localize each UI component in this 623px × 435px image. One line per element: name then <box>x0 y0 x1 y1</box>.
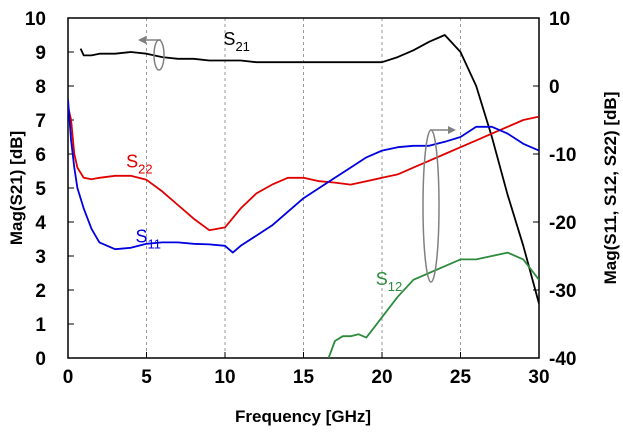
x-tick-label-1: 5 <box>141 367 152 388</box>
series-line-s11 <box>68 99 539 254</box>
y-right-tick-label-4: 0 <box>549 77 560 98</box>
series-group <box>68 34 539 358</box>
y-right-tick-label-3: -10 <box>549 145 576 166</box>
y-left-tick-label-0: 0 <box>35 349 46 370</box>
series-label-s21: S21 <box>223 29 249 54</box>
x-tick-label-3: 15 <box>293 367 315 388</box>
x-tick-label-0: 0 <box>63 367 74 388</box>
series-line-s22 <box>68 106 539 232</box>
series-label-s22: S22 <box>126 152 152 177</box>
sparam-axis-indicator-ellipse <box>422 129 440 283</box>
y-left-tick-label-5: 5 <box>35 179 46 200</box>
grid-lines <box>146 18 461 358</box>
series-labels: S21 S22 S11 S12 <box>126 29 402 294</box>
y-left-tick-label-2: 2 <box>35 281 46 302</box>
axis-ticks: 0 5 10 15 20 25 30 0 1 2 3 4 5 6 7 8 9 10 -40 -30 -20 -10 0 10 <box>25 9 577 388</box>
y-axis-left-title: Mag(S21) [dB] <box>7 131 26 245</box>
y-right-tick-label-2: -20 <box>549 213 576 234</box>
series-line-s12 <box>327 251 539 358</box>
annotations <box>138 36 456 283</box>
y-left-tick-label-3: 3 <box>35 247 46 268</box>
y-left-tick-label-9: 9 <box>35 43 46 64</box>
x-axis-title: Frequency [GHz] <box>235 407 371 426</box>
y-left-tick-label-4: 4 <box>35 213 46 234</box>
series-line-s21 <box>79 34 539 304</box>
y-right-tick-label-1: -30 <box>549 281 576 302</box>
y-left-tick-label-1: 1 <box>35 315 46 336</box>
y-left-tick-label-8: 8 <box>35 77 46 98</box>
x-tick-label-2: 10 <box>214 367 235 388</box>
x-tick-label-6: 30 <box>528 367 549 388</box>
y-right-tick-label-5: 10 <box>549 9 570 30</box>
series-label-s12: S12 <box>376 269 402 294</box>
y-left-tick-label-6: 6 <box>35 145 46 166</box>
y-axis-right-title: Mag(S11, S12, S22) [dB] <box>601 92 620 285</box>
y-right-tick-label-0: -40 <box>549 349 576 370</box>
series-label-s11: S11 <box>136 226 162 251</box>
y-left-tick-label-7: 7 <box>35 111 46 132</box>
x-tick-label-5: 25 <box>450 367 472 388</box>
y-left-tick-label-10: 10 <box>25 9 46 30</box>
x-tick-label-4: 20 <box>371 367 392 388</box>
